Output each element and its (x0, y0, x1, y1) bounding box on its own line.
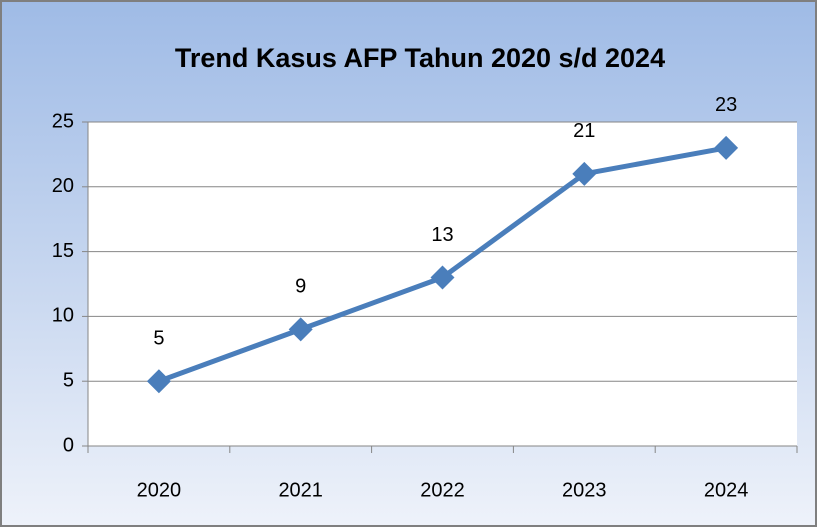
y-tick-label: 0 (63, 434, 74, 456)
y-tick-label: 25 (52, 110, 74, 132)
x-tick-label: 2021 (278, 479, 323, 501)
data-label: 23 (715, 94, 737, 116)
data-label: 13 (431, 224, 453, 246)
x-tick-label: 2024 (704, 479, 749, 501)
y-tick-label: 5 (63, 369, 74, 391)
x-tick-label: 2020 (137, 479, 182, 501)
marker (430, 265, 455, 290)
data-label: 21 (573, 120, 595, 142)
y-tick-label: 20 (52, 175, 74, 197)
y-tick-label: 10 (52, 305, 74, 327)
marker (714, 135, 739, 160)
y-tick-label: 15 (52, 240, 74, 262)
chart-title: Trend Kasus AFP Tahun 2020 s/d 2024 (175, 43, 665, 73)
marker (146, 369, 171, 394)
x-tick-label: 2023 (562, 479, 607, 501)
x-tick-label: 2022 (420, 479, 465, 501)
data-label: 5 (153, 327, 164, 349)
data-label: 9 (295, 276, 306, 298)
marker (572, 161, 597, 186)
marker (288, 317, 313, 342)
